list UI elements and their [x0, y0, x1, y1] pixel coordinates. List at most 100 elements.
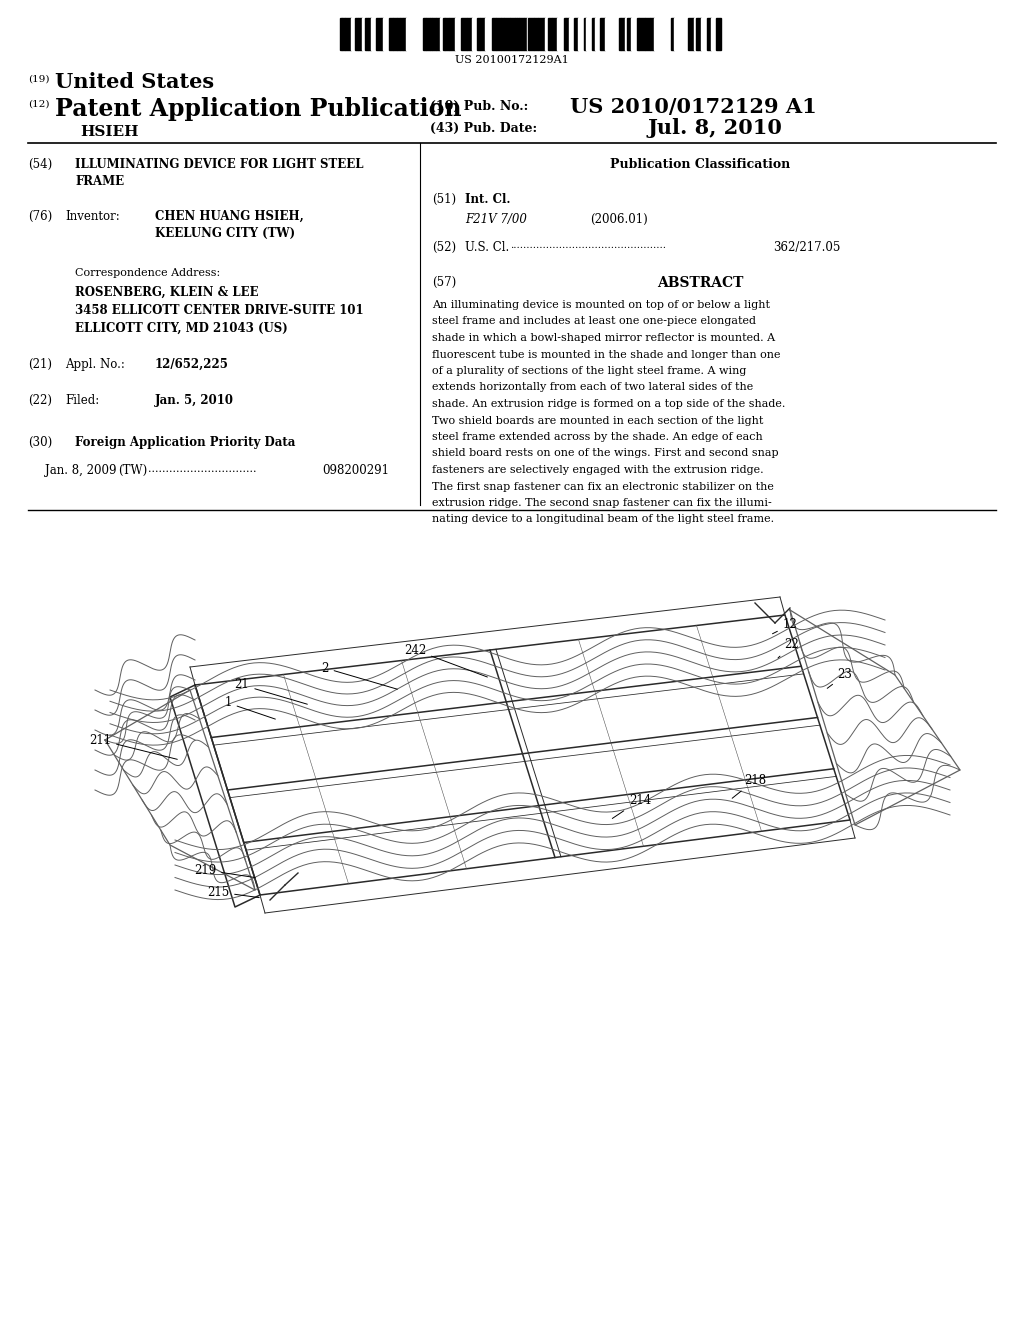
Bar: [672, 18, 674, 50]
Text: Jan. 5, 2010: Jan. 5, 2010: [155, 393, 234, 407]
Text: (TW): (TW): [118, 465, 147, 477]
Text: ROSENBERG, KLEIN & LEE: ROSENBERG, KLEIN & LEE: [75, 286, 259, 300]
Bar: [658, 18, 664, 50]
Bar: [711, 18, 716, 50]
Text: Jul. 8, 2010: Jul. 8, 2010: [648, 117, 783, 139]
Bar: [617, 18, 618, 50]
Text: 1: 1: [224, 697, 275, 719]
Text: Correspondence Address:: Correspondence Address:: [75, 268, 220, 279]
Text: 242: 242: [403, 644, 487, 677]
Text: The first snap fastener can fix an electronic stabilizer on the: The first snap fastener can fix an elect…: [432, 482, 774, 491]
Bar: [693, 18, 695, 50]
Bar: [423, 18, 426, 50]
Bar: [505, 18, 510, 50]
Bar: [701, 18, 707, 50]
Bar: [674, 18, 678, 50]
Bar: [638, 18, 639, 50]
Text: (43) Pub. Date:: (43) Pub. Date:: [430, 121, 538, 135]
Bar: [467, 18, 472, 50]
Text: (21): (21): [28, 358, 52, 371]
Text: Foreign Application Priority Data: Foreign Application Priority Data: [75, 436, 295, 449]
Text: (12): (12): [28, 100, 49, 110]
Bar: [419, 18, 423, 50]
Text: (19): (19): [28, 75, 49, 84]
Bar: [552, 18, 557, 50]
Bar: [639, 18, 645, 50]
Text: 3458 ELLICOTT CENTER DRIVE-SUITE 101: 3458 ELLICOTT CENTER DRIVE-SUITE 101: [75, 304, 364, 317]
Bar: [381, 18, 383, 50]
Bar: [526, 18, 528, 50]
Bar: [411, 18, 415, 50]
Text: Inventor:: Inventor:: [65, 210, 120, 223]
Bar: [528, 18, 534, 50]
Bar: [688, 18, 693, 50]
Text: (76): (76): [28, 210, 52, 223]
Bar: [566, 18, 568, 50]
Bar: [621, 18, 626, 50]
Text: (10) Pub. No.:: (10) Pub. No.:: [430, 100, 528, 114]
Bar: [698, 18, 701, 50]
Text: 218: 218: [732, 774, 766, 799]
Bar: [480, 18, 485, 50]
Bar: [695, 18, 698, 50]
Bar: [524, 18, 526, 50]
Bar: [501, 18, 505, 50]
Bar: [432, 18, 435, 50]
Bar: [389, 18, 392, 50]
Text: United States: United States: [55, 73, 214, 92]
Bar: [426, 18, 430, 50]
Bar: [362, 18, 366, 50]
Bar: [574, 18, 578, 50]
Bar: [342, 18, 345, 50]
Text: shield board rests on one of the wings. First and second snap: shield board rests on one of the wings. …: [432, 449, 778, 458]
Bar: [399, 18, 402, 50]
Bar: [445, 18, 449, 50]
Bar: [538, 18, 543, 50]
Text: 098200291: 098200291: [322, 465, 389, 477]
Bar: [485, 18, 487, 50]
Text: (52): (52): [432, 242, 456, 253]
Bar: [683, 18, 685, 50]
Bar: [568, 18, 574, 50]
Text: 12: 12: [772, 619, 798, 634]
Bar: [545, 18, 548, 50]
Bar: [649, 18, 654, 50]
Text: 23: 23: [827, 668, 852, 688]
Text: (30): (30): [28, 436, 52, 449]
Bar: [415, 18, 419, 50]
Bar: [669, 18, 672, 50]
Bar: [678, 18, 683, 50]
Bar: [402, 18, 406, 50]
Text: (57): (57): [432, 276, 457, 289]
Bar: [493, 18, 496, 50]
Bar: [406, 18, 411, 50]
Text: Patent Application Publication: Patent Application Publication: [55, 96, 462, 121]
Text: US 2010/0172129 A1: US 2010/0172129 A1: [570, 96, 817, 117]
Bar: [605, 18, 609, 50]
Bar: [592, 18, 595, 50]
Bar: [489, 18, 493, 50]
Text: fasteners are selectively engaged with the extrusion ridge.: fasteners are selectively engaged with t…: [432, 465, 764, 475]
Bar: [664, 18, 669, 50]
Text: Filed:: Filed:: [65, 393, 99, 407]
Bar: [645, 18, 649, 50]
Text: 22: 22: [778, 639, 800, 657]
Text: FRAME: FRAME: [75, 176, 124, 187]
Text: F21V 7/00: F21V 7/00: [465, 213, 527, 226]
Text: 362/217.05: 362/217.05: [773, 242, 840, 253]
Text: Appl. No.:: Appl. No.:: [65, 358, 125, 371]
Bar: [584, 18, 586, 50]
Text: (2006.01): (2006.01): [590, 213, 648, 226]
Text: US 20100172129A1: US 20100172129A1: [455, 55, 569, 65]
Bar: [515, 18, 517, 50]
Bar: [377, 18, 381, 50]
Bar: [455, 18, 457, 50]
Text: 219: 219: [194, 863, 255, 878]
Text: (22): (22): [28, 393, 52, 407]
Bar: [340, 18, 342, 50]
Text: Two shield boards are mounted in each section of the light: Two shield boards are mounted in each se…: [432, 416, 763, 425]
Bar: [548, 18, 552, 50]
Bar: [392, 18, 397, 50]
Bar: [369, 18, 371, 50]
Bar: [435, 18, 440, 50]
